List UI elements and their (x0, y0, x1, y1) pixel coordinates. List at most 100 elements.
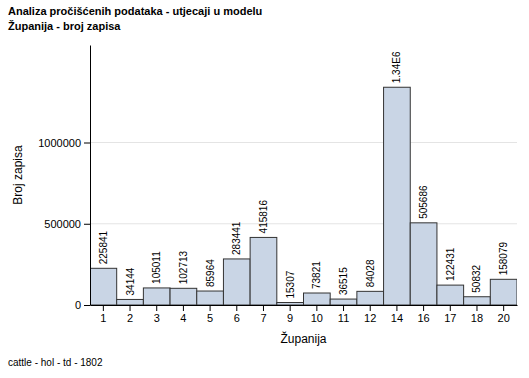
tick: 18 (471, 305, 483, 324)
tick-label: 18 (471, 312, 483, 324)
chart: Analiza pročišćenih podataka - utjecaji … (0, 0, 529, 378)
bar (143, 288, 170, 305)
axis-line (91, 305, 518, 306)
tick-mark (343, 305, 344, 311)
tick-label: 20 (498, 312, 510, 324)
tick-mark (84, 224, 90, 225)
grid (90, 143, 517, 306)
tick: 500000 (44, 218, 90, 230)
tick-label: 5 (207, 312, 213, 324)
tick-label: 0 (75, 299, 81, 311)
bar (330, 299, 357, 305)
tick: 16 (417, 305, 429, 324)
tick-label: 500000 (44, 218, 81, 230)
footnote: cattle - hol - td - 1802 (8, 357, 103, 368)
tick: 0 (75, 299, 90, 311)
bar (223, 259, 250, 305)
tick-label: 14 (391, 312, 403, 324)
data-label: 73821 (311, 261, 322, 289)
data-label: 50832 (471, 264, 482, 292)
tick-label: 3 (154, 312, 160, 324)
tick: 6 (234, 305, 240, 324)
subtitle: Županija - broj zapisa (8, 20, 121, 32)
tick-mark (423, 305, 424, 311)
tick-mark (396, 305, 397, 311)
tick: 11 (338, 305, 349, 324)
tick-label: 6 (234, 312, 240, 324)
tick-mark (503, 305, 504, 311)
bars (90, 87, 517, 305)
tick: 12 (364, 305, 376, 324)
y-axis-title: Broj zapisa (11, 145, 25, 205)
tick-mark (183, 305, 184, 311)
data-label: 122431 (445, 247, 456, 281)
tick-mark (210, 305, 211, 311)
tick: 4 (180, 305, 186, 324)
tick: 10 (311, 305, 323, 324)
tick: 5 (207, 305, 213, 324)
tick-label: 2 (127, 312, 133, 324)
bar (197, 291, 224, 305)
data-label: 158079 (498, 242, 509, 276)
tick-mark (370, 305, 371, 311)
tick-label: 1 (100, 312, 106, 324)
tick-mark (450, 305, 451, 311)
data-label: 34144 (125, 267, 136, 295)
tick-mark (236, 305, 237, 311)
axis-line (90, 46, 91, 306)
data-label: 84028 (365, 259, 376, 287)
x-axis: 123456791011121416171820 (91, 305, 518, 324)
tick-label: 16 (417, 312, 429, 324)
tick-label: 1000000 (38, 137, 81, 149)
data-label: 15307 (285, 270, 296, 298)
tick: 17 (444, 305, 456, 324)
tick-mark (156, 305, 157, 311)
tick-label: 17 (444, 312, 456, 324)
tick-mark (84, 143, 90, 144)
data-label: 85964 (205, 259, 216, 287)
tick-label: 10 (311, 312, 323, 324)
bar (410, 223, 437, 305)
tick: 3 (154, 305, 160, 324)
bar (357, 291, 384, 305)
bar (250, 237, 277, 305)
bar (384, 87, 411, 305)
tick: 9 (287, 305, 293, 324)
bar (277, 303, 304, 305)
title: Analiza pročišćenih podataka - utjecaji … (8, 5, 262, 17)
data-label: 225841 (98, 230, 109, 264)
bar (90, 268, 117, 305)
data-label: 105011 (151, 251, 162, 284)
bar (437, 285, 464, 305)
grid-line (90, 223, 517, 224)
tick: 14 (391, 305, 403, 324)
bar (490, 279, 517, 305)
x-axis-title: Županija (280, 331, 326, 346)
tick-label: 7 (260, 312, 266, 324)
data-labels: 225841 34144 105011 102713 85964 283441 415816… (98, 51, 509, 298)
data-label: 505686 (418, 185, 429, 219)
tick-label: 9 (287, 312, 293, 324)
tick-mark (316, 305, 317, 311)
data-label: 36515 (338, 267, 349, 295)
bar (117, 299, 144, 305)
bar (170, 288, 197, 305)
tick-label: 4 (180, 312, 186, 324)
tick-mark (103, 305, 104, 311)
tick-label: 11 (338, 312, 349, 324)
tick-mark (290, 305, 291, 311)
tick-label: 12 (364, 312, 376, 324)
grid-line (90, 142, 517, 143)
bar (304, 293, 331, 305)
tick-mark (130, 305, 131, 311)
tick: 1000000 (38, 137, 90, 149)
data-label: 283441 (231, 221, 242, 255)
tick: 1 (100, 305, 106, 324)
data-label: 102713 (178, 251, 189, 285)
data-label: 415816 (258, 200, 269, 234)
tick-mark (263, 305, 264, 311)
y-axis: 0 500000 1000000 (38, 46, 90, 312)
tick: 2 (127, 305, 133, 324)
data-label: 1.34E6 (391, 51, 402, 83)
bar (464, 297, 491, 305)
